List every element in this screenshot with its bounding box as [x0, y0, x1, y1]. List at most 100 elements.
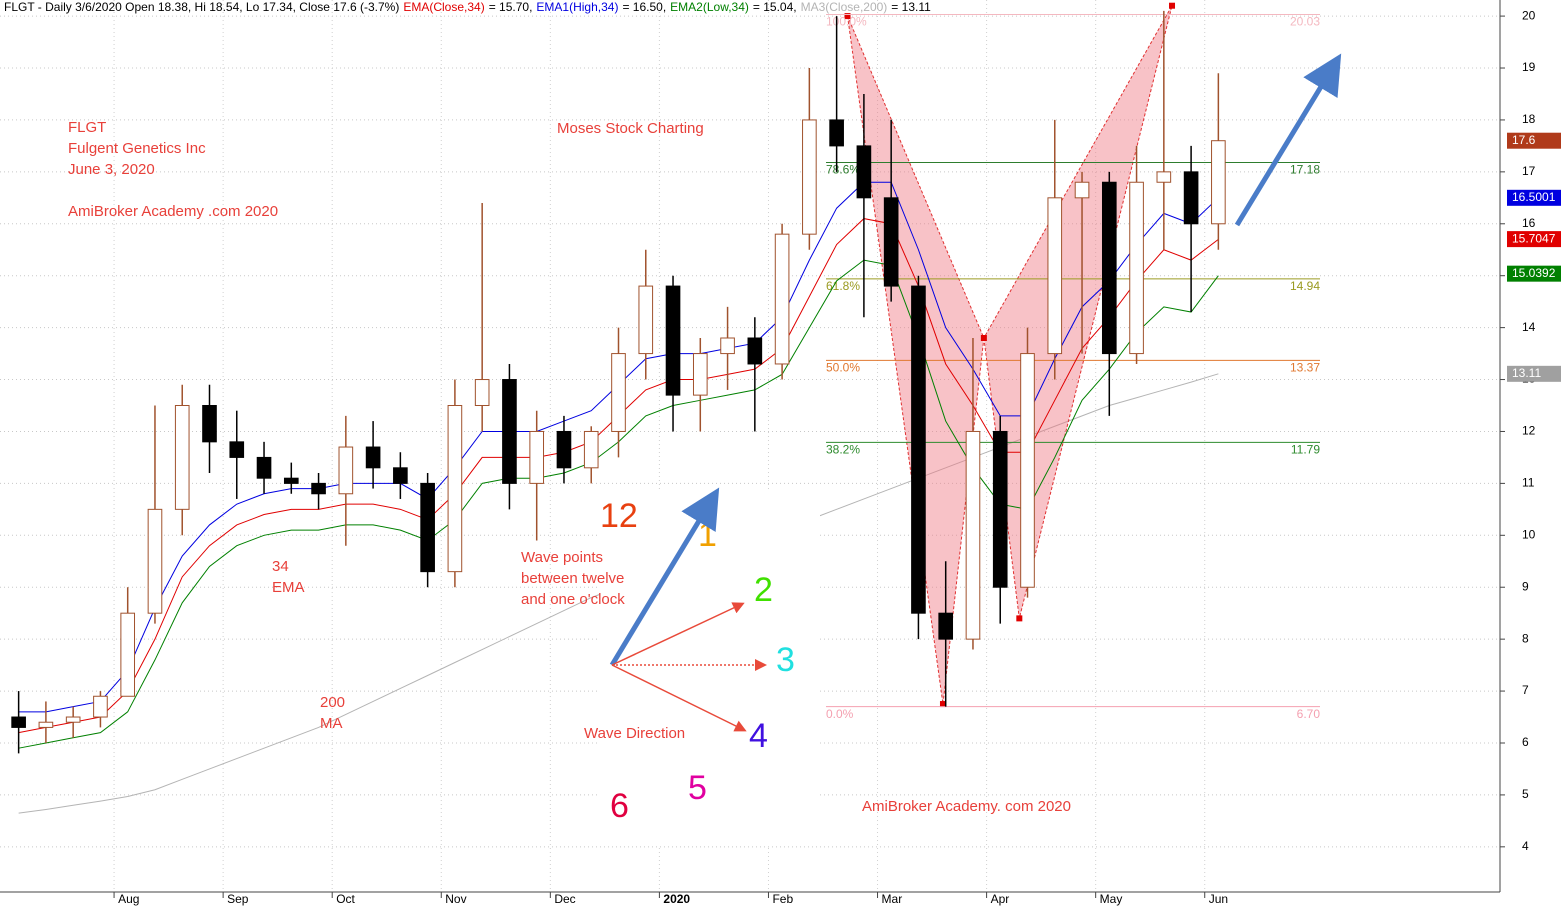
arrow [1234, 53, 1342, 227]
clock-number: 6 [610, 787, 629, 825]
candle-body [338, 446, 354, 495]
fib-level: 38.2% [826, 443, 860, 457]
candle-body [229, 441, 245, 458]
candle-body [1074, 181, 1090, 199]
price-tag-label: 15.0392 [1512, 266, 1556, 280]
y-tick-label: 10 [1522, 527, 1536, 541]
candle-body [665, 285, 681, 396]
arrow [609, 487, 720, 667]
fib-value: 13.37 [1290, 361, 1320, 375]
y-tick-label: 11 [1522, 476, 1535, 490]
annotation: Fulgent Genetics Inc [68, 140, 206, 157]
candle-body [938, 612, 954, 640]
annotation: between twelve [521, 570, 624, 587]
price-tag-label: 15.7047 [1512, 231, 1556, 245]
candle-body [720, 337, 735, 355]
fib-level: 78.6% [826, 163, 860, 177]
candle-body [393, 467, 408, 484]
pattern-point [1169, 2, 1176, 9]
x-tick-label: Dec [554, 892, 575, 906]
candle-body [11, 716, 26, 728]
candle-body [556, 430, 572, 469]
y-tick-label: 8 [1522, 631, 1529, 645]
pattern-point [939, 701, 946, 708]
candle-body [992, 430, 1008, 588]
candle-body [311, 482, 326, 495]
legend-name: EMA(Close,34) [403, 0, 484, 14]
candle-body [420, 482, 435, 573]
y-tick-label: 12 [1522, 424, 1536, 438]
header: FLGT - Daily 3/6/2020 Open 18.38, Hi 18.… [4, 0, 931, 14]
y-tick-label: 14 [1522, 320, 1536, 334]
x-tick-label: Sep [227, 892, 249, 906]
candle-body [1101, 181, 1117, 355]
y-tick-label: 6 [1522, 735, 1529, 749]
candle-body [474, 379, 490, 407]
x-tick-label: May [1100, 892, 1123, 906]
x-tick-label: Mar [882, 892, 903, 906]
x-tick-label: Feb [772, 892, 793, 906]
x-tick-label: Oct [336, 892, 355, 906]
price-tag [1507, 365, 1561, 382]
legend-value: = 16.50, [622, 0, 666, 14]
y-tick-label: 5 [1522, 787, 1529, 801]
candle-body [120, 612, 136, 697]
price-tag [1507, 231, 1561, 248]
wave-panel [600, 490, 820, 845]
arrow [611, 664, 747, 732]
fib-value: 14.94 [1290, 279, 1320, 293]
arrow [611, 602, 745, 666]
price-layer [11, 10, 1226, 754]
candle-body [774, 233, 790, 365]
candle-body [802, 119, 817, 235]
clock-number: 2 [754, 571, 773, 609]
fib-level: 50.0% [826, 361, 860, 375]
y-tick-label: 16 [1522, 216, 1536, 230]
x-tick-label: Nov [445, 892, 466, 906]
annotation: 200 [320, 694, 345, 711]
price-tag-label: 16.5001 [1512, 190, 1556, 204]
annotation: June 3, 2020 [68, 161, 155, 178]
y-tick-label: 20 [1522, 8, 1536, 22]
price-tag [1507, 132, 1561, 149]
y-tick-label: 19 [1522, 60, 1536, 74]
candle-body [365, 446, 381, 469]
legend-value: = 15.04, [753, 0, 797, 14]
pattern-point [1016, 615, 1023, 622]
candle-body [1047, 197, 1063, 355]
candle-body [202, 405, 217, 443]
annotation: 34 [272, 558, 289, 575]
legend-name: EMA2(Low,34) [670, 0, 749, 14]
candle-body [93, 695, 108, 718]
annotation: FLGT [68, 119, 106, 136]
fib-level: 61.8% [826, 279, 860, 293]
x-tick-label: Apr [991, 892, 1010, 906]
y-tick-label: 7 [1522, 683, 1529, 697]
x-tick-label: 2020 [663, 892, 690, 906]
fib-level: 100.0% [826, 15, 867, 29]
price-tag-label: 13.11 [1512, 366, 1541, 380]
candle-body [638, 285, 654, 355]
y-tick-label: 18 [1522, 112, 1536, 126]
pattern-point [980, 335, 987, 342]
candle-body [1129, 181, 1144, 355]
candle-body [147, 508, 163, 614]
candle-body [65, 716, 81, 723]
annotation: Wave Direction [584, 725, 685, 742]
candle-body [747, 337, 763, 365]
price-tag-label: 17.6 [1512, 133, 1536, 147]
fib-value: 11.79 [1291, 443, 1320, 457]
y-tick-label: 9 [1522, 579, 1529, 593]
annotation: AmiBroker Academy .com 2020 [68, 203, 278, 220]
price-tag [1507, 265, 1561, 282]
candle-body [692, 353, 708, 396]
x-tick-label: Aug [118, 892, 139, 906]
header-text: FLGT - Daily 3/6/2020 Open 18.38, Hi 18.… [4, 0, 399, 14]
x-tick-label: Jun [1209, 892, 1228, 906]
annotation: MA [320, 715, 343, 732]
annotation: EMA [272, 579, 305, 596]
legend-name: EMA1(High,34) [536, 0, 618, 14]
clock-number: 3 [776, 641, 795, 679]
